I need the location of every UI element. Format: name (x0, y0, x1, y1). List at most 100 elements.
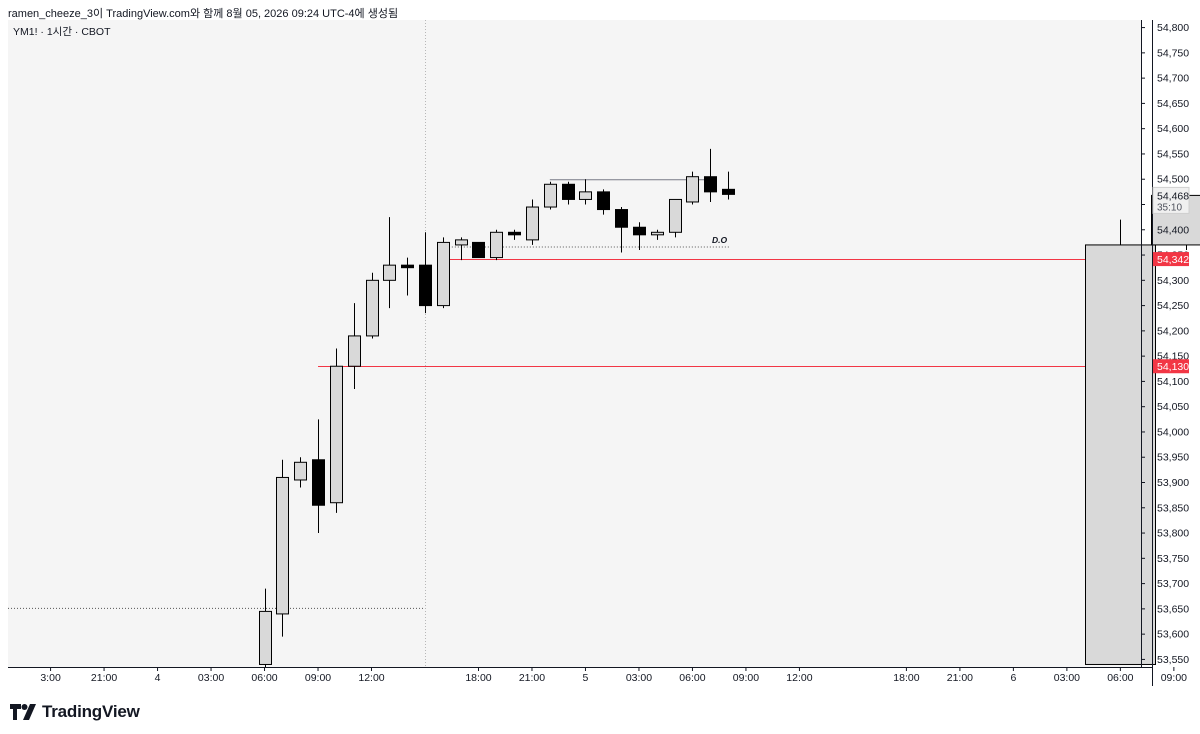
candle[interactable] (1085, 219, 1156, 665)
candle-countdown: 35:10 (1157, 202, 1182, 213)
candle[interactable] (669, 198, 682, 238)
x-tick-label: 12:00 (358, 672, 384, 684)
candle-body (401, 264, 414, 269)
plot-area[interactable] (8, 20, 1141, 667)
candle-body (686, 176, 699, 203)
candle[interactable] (472, 241, 485, 259)
daily-open-label: D.O (712, 235, 728, 245)
candle[interactable] (276, 459, 289, 637)
candle-body (704, 176, 717, 193)
candle-body (579, 191, 592, 200)
brand-name: TradingView (42, 702, 140, 721)
candle-body (526, 206, 539, 241)
candle[interactable] (348, 303, 361, 389)
candles-layer (259, 148, 1200, 667)
candle-body (419, 264, 432, 307)
x-tick-label: 5 (583, 672, 589, 684)
y-tick-label: 53,750 (1157, 553, 1189, 565)
x-tick-label: 06:00 (1107, 672, 1133, 684)
candle-body (722, 188, 735, 195)
y-tick-label: 54,650 (1157, 98, 1189, 110)
candle-body (615, 209, 628, 228)
y-tick-label: 53,600 (1157, 629, 1189, 641)
candle-body (330, 365, 343, 504)
tradingview-logo: TradingView (10, 702, 140, 722)
candle[interactable] (419, 232, 432, 314)
level-price-tag (1153, 359, 1189, 374)
candle[interactable] (651, 229, 664, 240)
x-tick-label: 18:00 (465, 672, 491, 684)
candle[interactable] (722, 171, 735, 200)
x-tick-label: 12:00 (786, 672, 812, 684)
y-tick-label: 54,600 (1157, 123, 1189, 135)
y-tick-label: 54,000 (1157, 426, 1189, 438)
x-tick-label: 09:00 (733, 672, 759, 684)
candle-body (544, 183, 557, 208)
x-tick-label: 03:00 (626, 672, 652, 684)
level-price-tag-label: 54,130 (1157, 361, 1189, 373)
candle-body (562, 183, 575, 200)
candle-body (348, 335, 361, 367)
x-tick-label: 21:00 (91, 672, 117, 684)
y-tick-label: 53,700 (1157, 578, 1189, 590)
y-tick-label: 53,850 (1157, 502, 1189, 514)
y-tick-label: 53,550 (1157, 654, 1189, 666)
x-tick-label: 3:00 (40, 672, 61, 684)
candle[interactable] (615, 207, 628, 253)
candle[interactable] (526, 199, 539, 245)
candle[interactable] (455, 237, 468, 261)
y-tick-label: 54,800 (1157, 22, 1189, 34)
candle[interactable] (633, 222, 646, 250)
x-tick-label: 06:00 (679, 672, 705, 684)
y-tick-label: 54,100 (1157, 376, 1189, 388)
candle[interactable] (401, 257, 414, 296)
x-tick-label: 06:00 (251, 672, 277, 684)
candle-body (294, 461, 307, 481)
y-tick-label: 53,800 (1157, 528, 1189, 540)
candle[interactable] (686, 171, 699, 205)
candle-body (597, 191, 610, 211)
candle[interactable] (597, 189, 610, 215)
candle-body (366, 279, 379, 337)
y-tick-label: 54,050 (1157, 401, 1189, 413)
current-price-label: 54,468 (1157, 190, 1189, 202)
candle-body (383, 264, 396, 281)
candle[interactable] (508, 229, 521, 240)
x-tick-label: 09:00 (1161, 672, 1187, 684)
y-tick-label: 53,650 (1157, 603, 1189, 615)
candle[interactable] (259, 588, 272, 667)
current-price-tag (1152, 186, 1190, 214)
candle[interactable] (383, 217, 396, 309)
chart-caption: ramen_cheeze_3이 TradingView.com와 함께 8월 0… (8, 8, 399, 20)
candle[interactable] (562, 181, 575, 205)
candle[interactable] (437, 237, 450, 309)
candle-body (312, 459, 325, 506)
y-tick-label: 54,300 (1157, 275, 1189, 287)
y-tick-label: 54,550 (1157, 148, 1189, 160)
y-tick-label: 54,700 (1157, 73, 1189, 85)
candle[interactable] (579, 179, 592, 205)
candle[interactable] (544, 181, 557, 210)
candle[interactable] (294, 457, 307, 488)
x-tick-label: 6 (1010, 672, 1016, 684)
candle[interactable] (704, 148, 717, 202)
candle[interactable] (330, 348, 343, 513)
y-tick-label: 54,750 (1157, 47, 1189, 59)
candle-body (651, 231, 664, 236)
y-tick-label: 54,500 (1157, 174, 1189, 186)
candle-body (276, 476, 289, 615)
candle[interactable] (366, 272, 379, 339)
candle-body (455, 239, 468, 246)
x-axis-ticks: 3:00 21:00 4 03:00 06:00 09:00 12:00 18:00 21:00… (40, 667, 1187, 684)
candle[interactable] (490, 229, 503, 261)
candle-body (259, 610, 272, 665)
level-price-tag-label: 54,342 (1157, 254, 1189, 266)
candle[interactable] (312, 419, 325, 534)
symbol-label: YM1! · 1시간 · CBOT (13, 26, 111, 38)
x-tick-label: 4 (155, 672, 161, 684)
candle-body (1085, 244, 1156, 665)
x-tick-label: 03:00 (1054, 672, 1080, 684)
candle-body (490, 231, 503, 259)
